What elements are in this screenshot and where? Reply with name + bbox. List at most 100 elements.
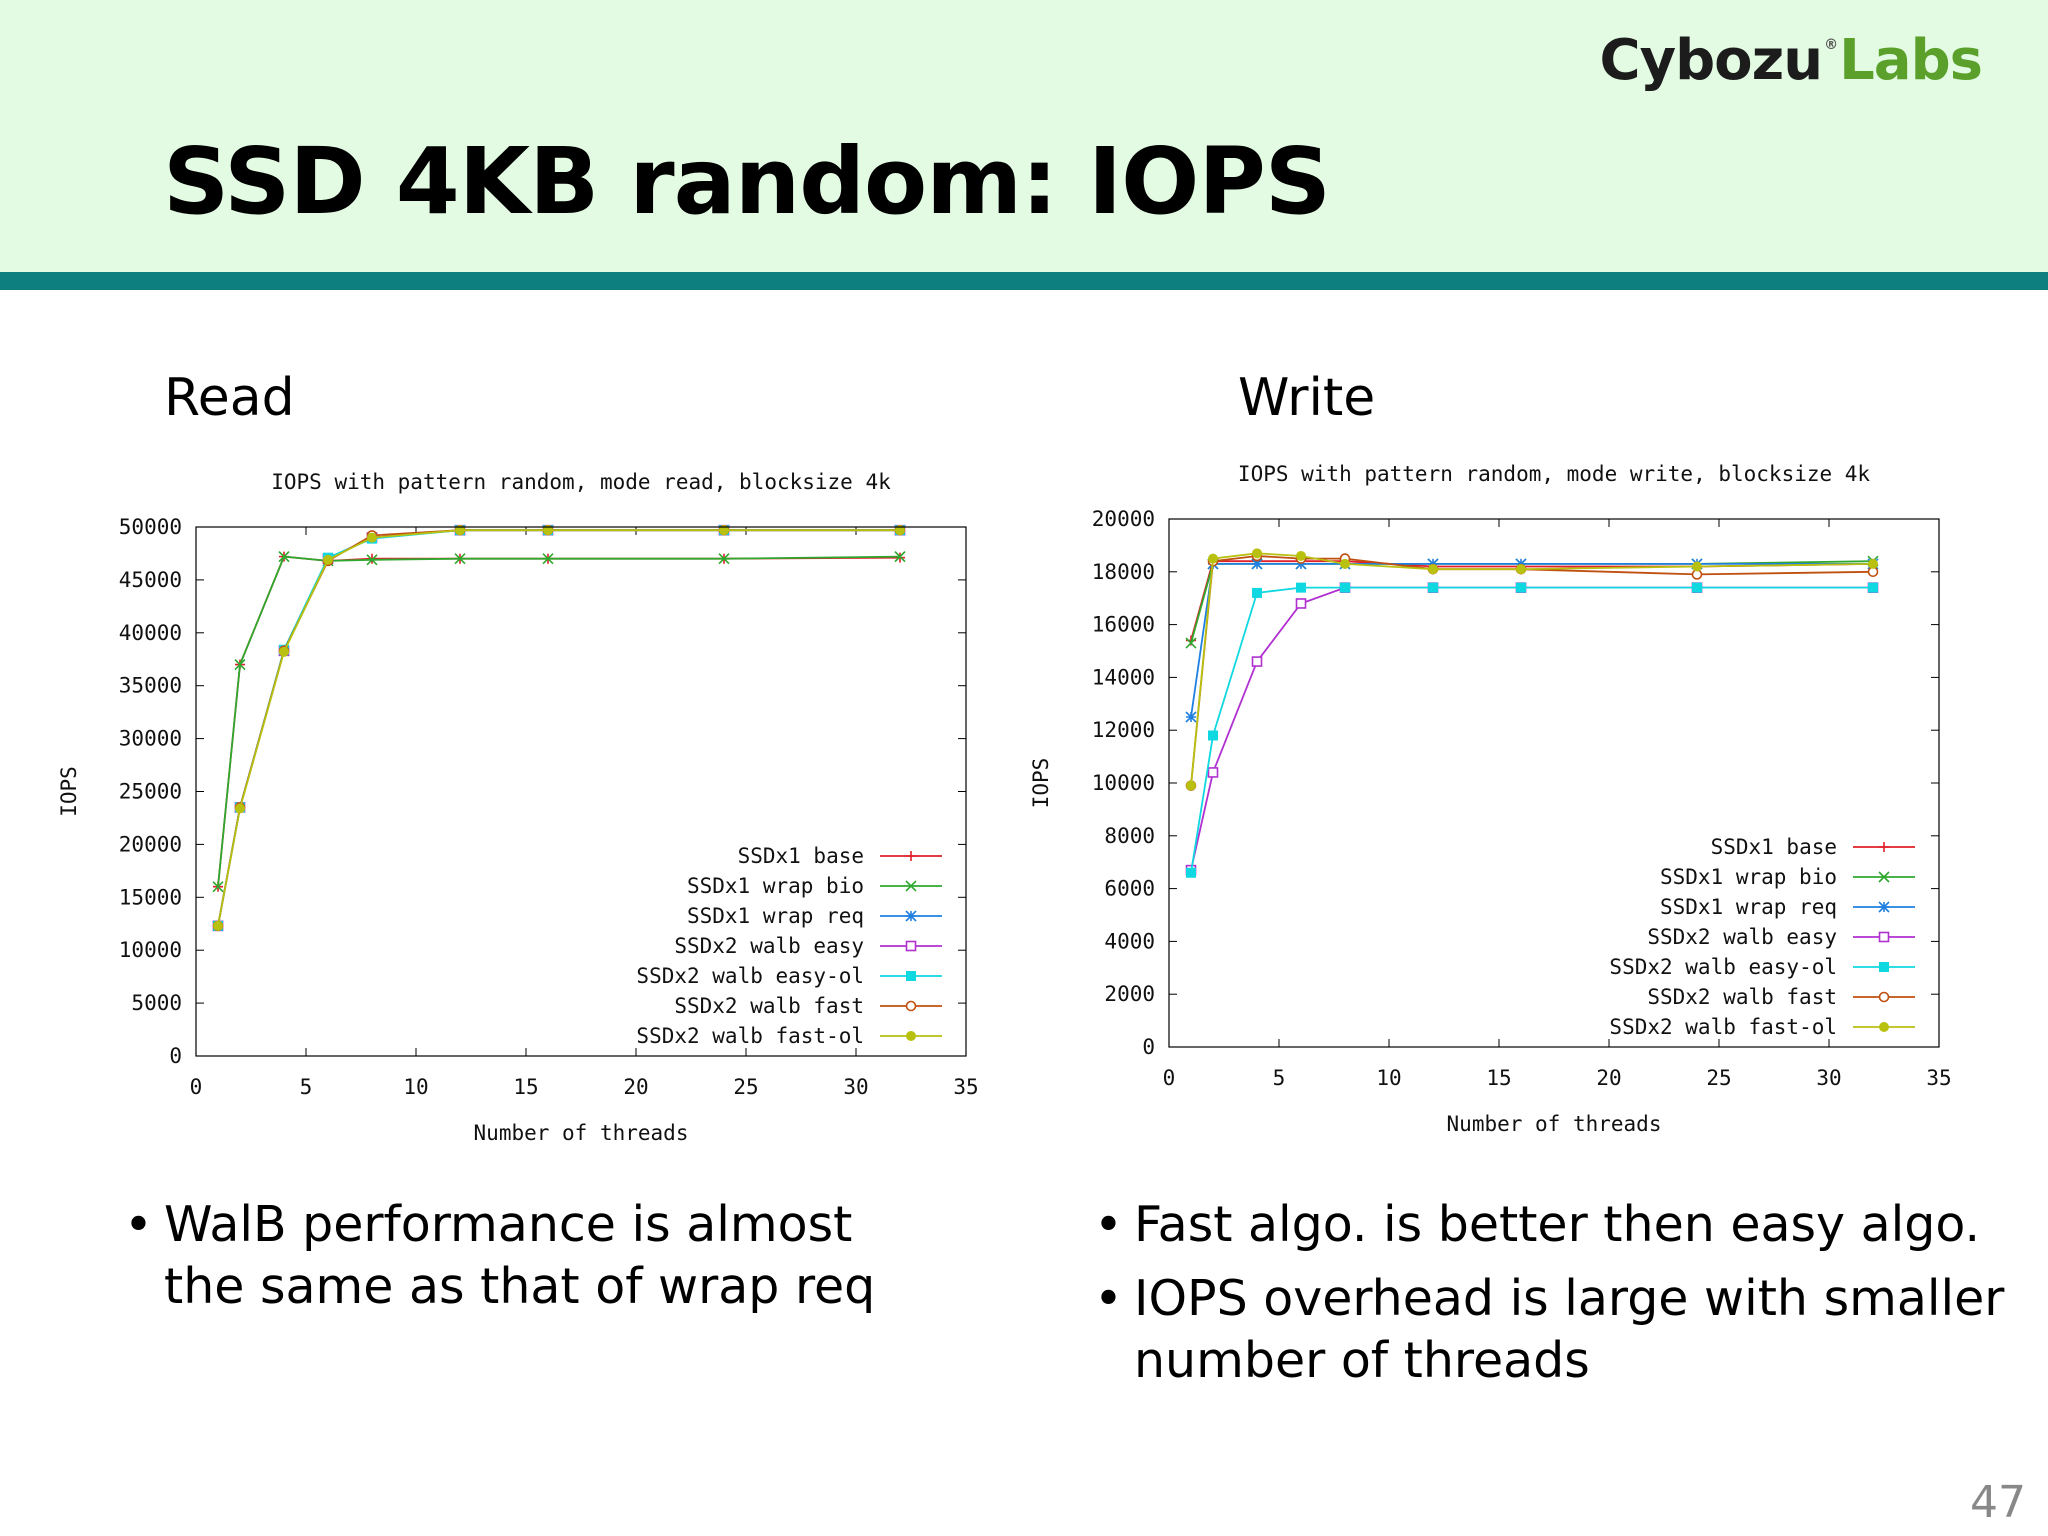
x-tick-label: 35 — [953, 1075, 978, 1099]
legend-label: SSDx1 wrap bio — [687, 874, 864, 898]
data-point — [1296, 550, 1306, 561]
series-group — [212, 524, 906, 932]
read-bullet-item: WalB performance is almost the same as t… — [124, 1194, 924, 1318]
x-tick-label: 20 — [623, 1075, 648, 1099]
x-tick-label: 25 — [733, 1075, 758, 1099]
data-point — [895, 525, 905, 536]
legend-marker — [905, 1000, 917, 1012]
legend-label: SSDx2 walb fast — [674, 994, 864, 1018]
x-tick-label: 5 — [1273, 1066, 1286, 1090]
legend-marker — [905, 880, 917, 892]
data-point — [1868, 582, 1878, 593]
data-point — [1428, 582, 1438, 593]
x-tick-label: 30 — [1816, 1066, 1841, 1090]
series-group — [213, 525, 905, 931]
legend-label: SSDx1 wrap req — [1660, 895, 1837, 919]
series-group — [212, 524, 906, 932]
legend-label: SSDx2 walb easy-ol — [636, 964, 864, 988]
data-point — [1186, 867, 1196, 878]
logo-registered-mark: ® — [1824, 37, 1838, 53]
legend-label: SSDx2 walb easy-ol — [1609, 955, 1837, 979]
data-point — [1516, 582, 1526, 593]
legend-marker — [1879, 1022, 1889, 1032]
legend-label: SSDx2 walb easy — [1647, 925, 1837, 949]
data-point — [1186, 780, 1196, 791]
data-point — [1207, 767, 1219, 778]
data-point — [894, 551, 906, 563]
x-tick-label: 0 — [1163, 1066, 1176, 1090]
y-axis-label: IOPS — [57, 766, 81, 817]
data-point — [1340, 582, 1350, 593]
data-point — [1208, 553, 1218, 564]
read-bullet-list: WalB performance is almost the same as t… — [124, 1194, 924, 1330]
series-group — [1186, 548, 1878, 791]
logo-text-labs: Labs — [1839, 28, 1983, 93]
chart-title: IOPS with pattern random, mode write, bl… — [1238, 462, 1871, 486]
slide-title: SSD 4KB random: IOPS — [163, 128, 1331, 235]
page-number: 47 — [1970, 1477, 2026, 1528]
write-bullet-item: Fast algo. is better then easy algo. — [1094, 1194, 2014, 1256]
y-tick-label: 50000 — [119, 515, 182, 539]
data-point — [279, 646, 289, 657]
series-line — [1190, 586, 1873, 871]
data-point — [719, 525, 729, 536]
data-point — [1185, 637, 1197, 649]
data-point — [454, 553, 466, 565]
read-iops-chart: IOPS with pattern random, mode read, blo… — [50, 458, 1000, 1158]
x-axis-label: Number of threads — [1447, 1112, 1662, 1136]
header-divider-bar — [0, 272, 2048, 290]
write-bullet-list: Fast algo. is better then easy algo. IOP… — [1094, 1194, 2014, 1404]
legend-marker — [1878, 871, 1890, 883]
legend-label: SSDx2 walb fast-ol — [636, 1024, 864, 1048]
data-point — [213, 920, 223, 931]
legend-label: SSDx2 walb easy — [674, 934, 864, 958]
plot-border — [1168, 518, 1940, 1048]
y-tick-label: 6000 — [1104, 877, 1155, 901]
chart-title: IOPS with pattern random, mode read, blo… — [271, 470, 891, 494]
legend-marker — [905, 910, 917, 922]
data-point — [1428, 564, 1438, 575]
cybozu-labs-logo: Cybozu ®Labs — [1599, 28, 1983, 93]
legend-marker — [906, 851, 916, 861]
data-point — [235, 803, 245, 814]
series-line — [217, 555, 901, 887]
x-tick-label: 35 — [1926, 1066, 1951, 1090]
data-point — [212, 881, 224, 893]
write-bullet-item: IOPS overhead is large with smaller numb… — [1094, 1268, 2014, 1392]
y-tick-label: 2000 — [1104, 982, 1155, 1006]
data-point — [367, 532, 377, 543]
y-tick-label: 18000 — [1092, 560, 1155, 584]
legend-marker — [905, 940, 917, 952]
series-group — [1186, 582, 1878, 878]
series-group — [213, 551, 905, 892]
legend-label: SSDx2 walb fast — [1647, 985, 1837, 1009]
data-point — [542, 553, 554, 565]
data-point — [543, 525, 553, 536]
x-tick-label: 0 — [190, 1075, 203, 1099]
x-tick-label: 25 — [1706, 1066, 1731, 1090]
y-tick-label: 0 — [1142, 1035, 1155, 1059]
x-tick-label: 15 — [513, 1075, 538, 1099]
legend-label: SSDx1 wrap bio — [1660, 865, 1837, 889]
y-tick-label: 10000 — [119, 938, 182, 962]
y-tick-label: 40000 — [119, 621, 182, 645]
x-axis-label: Number of threads — [474, 1121, 689, 1145]
data-point — [234, 658, 246, 671]
data-point — [718, 553, 730, 565]
legend-marker — [1878, 991, 1890, 1003]
data-point — [1208, 730, 1218, 741]
x-tick-label: 10 — [403, 1075, 428, 1099]
legend-label: SSDx1 wrap req — [687, 904, 864, 928]
y-tick-label: 20000 — [1092, 507, 1155, 531]
series-line — [217, 555, 901, 887]
y-tick-label: 20000 — [119, 832, 182, 856]
data-point — [366, 554, 378, 566]
slide-header: Cybozu ®Labs SSD 4KB random: IOPS — [0, 0, 2048, 272]
series-group — [1185, 582, 1879, 876]
series-line — [1190, 555, 1874, 786]
data-point — [278, 551, 290, 563]
y-tick-label: 15000 — [119, 885, 182, 909]
write-section-label: Write — [1238, 368, 1376, 428]
data-point — [1252, 548, 1262, 559]
legend-marker — [1878, 931, 1890, 943]
